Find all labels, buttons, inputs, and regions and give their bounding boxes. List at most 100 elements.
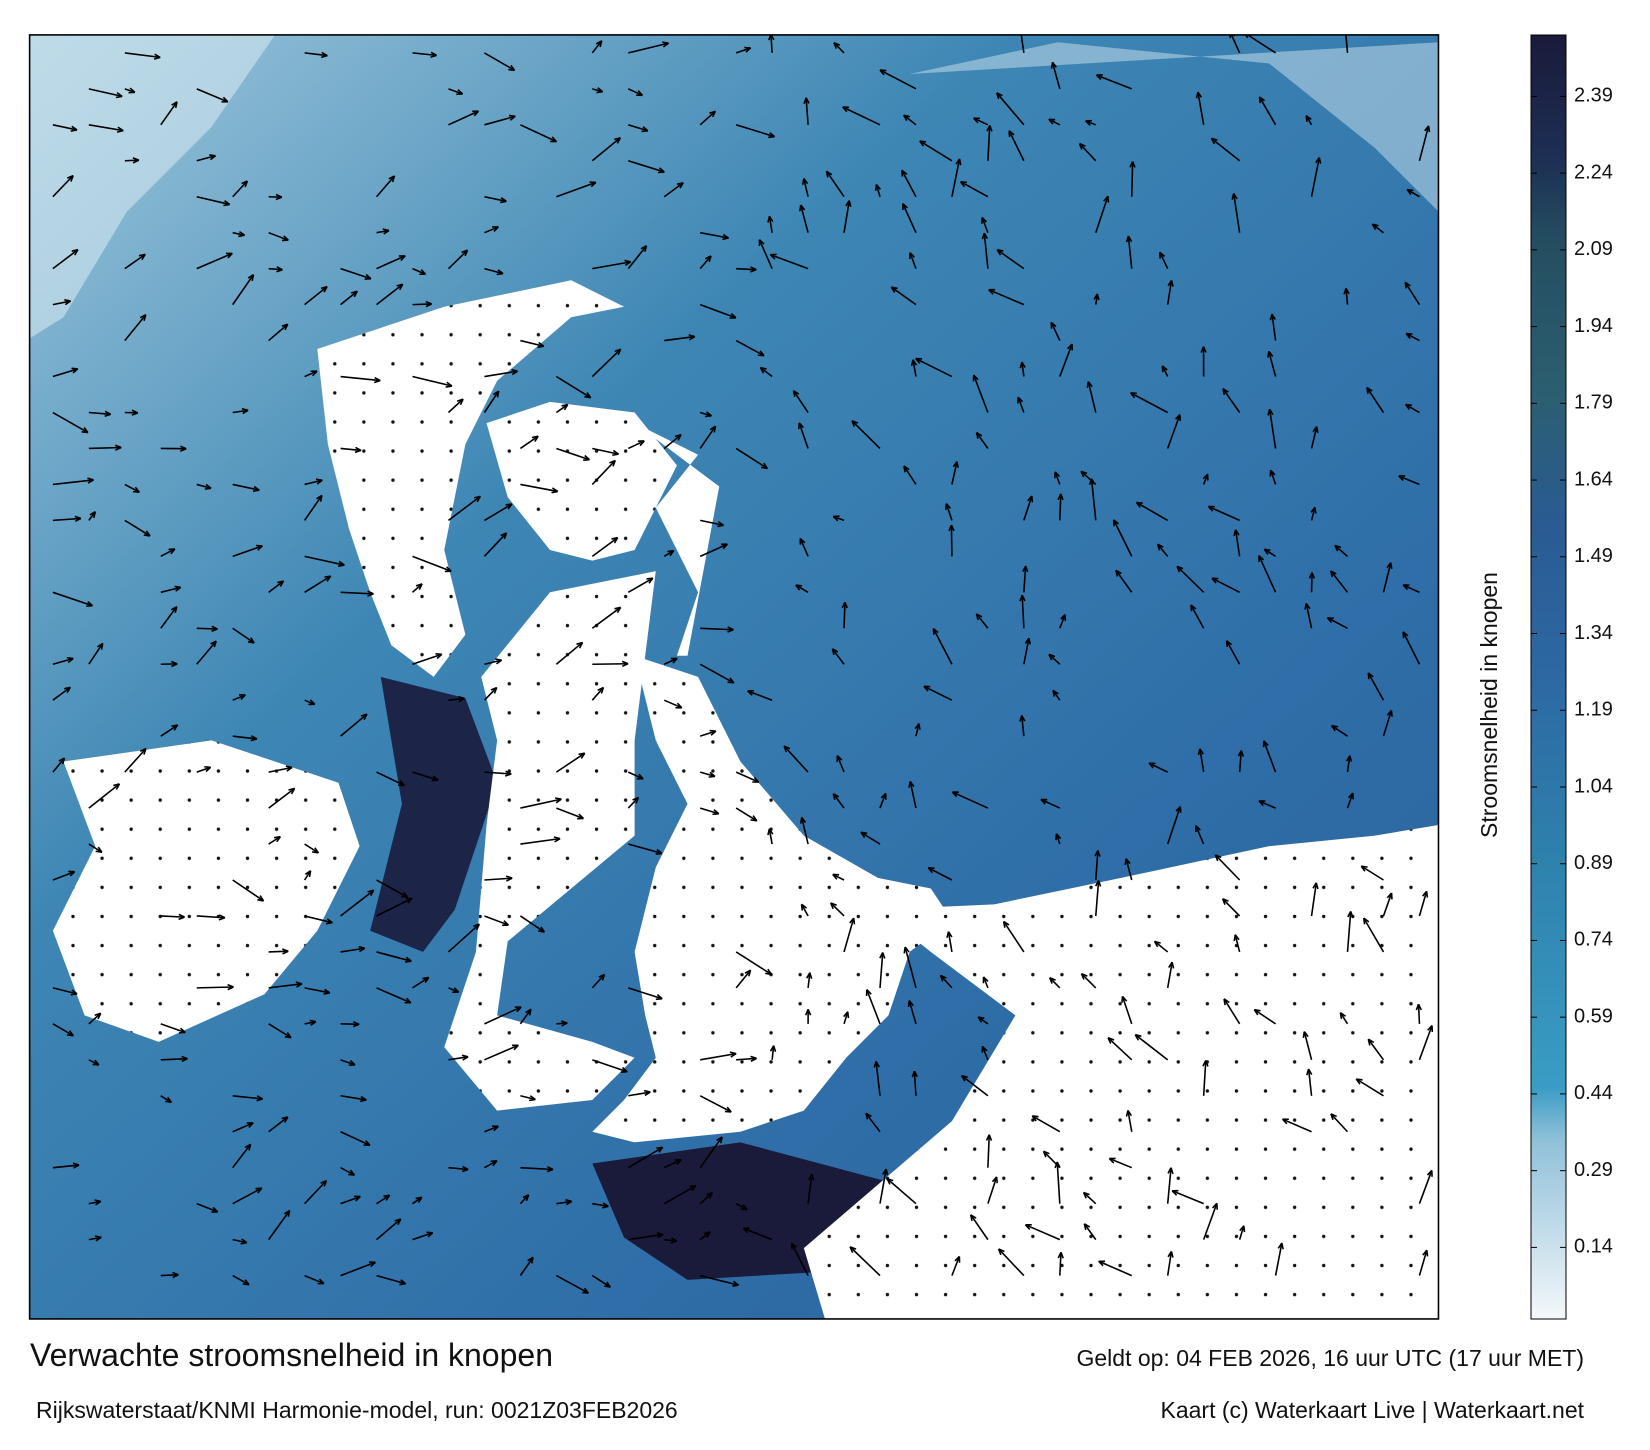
arrow-head <box>747 689 755 696</box>
arrow-head <box>1225 640 1233 648</box>
arrow <box>1225 640 1241 665</box>
colorbar-tick-label: 0.44 <box>1574 1082 1613 1104</box>
arrow <box>376 879 408 898</box>
arrow-head <box>688 334 696 341</box>
arrow-head <box>799 204 806 212</box>
arrow-head <box>132 157 140 164</box>
arrow-head <box>94 1199 102 1206</box>
arrow-head <box>256 1095 264 1102</box>
arrow <box>1405 332 1420 342</box>
arrow <box>1020 715 1025 737</box>
arrow <box>1405 403 1420 414</box>
arrow <box>663 1184 697 1205</box>
arrow-head <box>614 606 622 614</box>
arrow <box>664 1238 677 1242</box>
arrow <box>663 434 682 450</box>
arrow-head <box>430 51 437 58</box>
arrow <box>88 124 124 132</box>
arrow <box>304 370 318 378</box>
arrow-head <box>624 259 632 266</box>
arrow-head <box>997 1248 1005 1256</box>
arrow <box>232 1122 254 1133</box>
arrow-head <box>1057 1251 1064 1259</box>
arrow-head <box>323 988 331 995</box>
arrow-head <box>1262 740 1269 748</box>
arrow <box>699 110 716 126</box>
arrow-head <box>1049 976 1056 984</box>
arrow <box>743 1227 773 1241</box>
arrow <box>591 459 616 485</box>
arrow-head <box>1402 631 1409 639</box>
arrow <box>747 690 773 701</box>
arrow <box>1418 1249 1428 1276</box>
arrow-head <box>221 96 229 103</box>
arrow <box>792 390 809 413</box>
arrow-head <box>383 1194 391 1201</box>
arrow <box>340 591 374 595</box>
arrow <box>376 987 412 1004</box>
arrow <box>1096 74 1133 90</box>
arrow <box>555 375 592 399</box>
arrow-head <box>689 1184 697 1192</box>
arrow <box>52 657 74 665</box>
arrow <box>268 323 289 342</box>
arrow-head <box>1360 865 1368 872</box>
arrow <box>1222 388 1241 413</box>
arrow <box>1258 800 1276 809</box>
arrow-head <box>945 503 952 511</box>
arrow-head <box>1211 577 1219 584</box>
arrow <box>800 903 809 917</box>
arrow-head <box>179 445 187 452</box>
arrow <box>484 115 516 126</box>
arrow <box>232 274 255 306</box>
arrow-head <box>435 653 443 660</box>
arrow-head <box>394 1218 402 1226</box>
arrow <box>1017 396 1025 413</box>
arrow <box>340 375 381 382</box>
arrow <box>736 267 757 271</box>
arrow <box>699 730 717 737</box>
arrow-head <box>674 433 682 441</box>
arrow <box>1268 351 1277 377</box>
arrow <box>591 606 622 629</box>
arrow <box>1345 288 1349 305</box>
arrow-head <box>1426 1169 1433 1177</box>
arrow-head <box>657 167 665 174</box>
arrow-head <box>1125 235 1133 243</box>
arrow-head <box>1124 858 1131 866</box>
arrow-head <box>1258 800 1266 807</box>
arrow-head <box>178 913 185 921</box>
arrow <box>799 538 809 557</box>
arrow <box>1136 501 1169 522</box>
arrow <box>1054 471 1061 485</box>
arrow-head <box>637 440 645 447</box>
arrow-head <box>744 969 752 977</box>
arrow <box>627 796 639 809</box>
arrow-head <box>708 771 716 778</box>
colorbar-tick-label: 2.24 <box>1574 161 1613 183</box>
arrow-head <box>132 486 140 493</box>
arrow-head <box>505 875 513 882</box>
arrow <box>412 267 426 275</box>
arrow-head <box>1167 1167 1174 1175</box>
arrow <box>700 1052 737 1061</box>
arrow <box>1418 1170 1433 1204</box>
arrow-head <box>553 836 561 843</box>
arrow-head <box>70 989 78 996</box>
arrow-head <box>1050 61 1057 69</box>
arrow <box>988 288 1025 306</box>
arrow-head <box>399 1279 407 1286</box>
arrow <box>1079 143 1097 162</box>
arrow-head <box>656 1232 664 1239</box>
arrow-head <box>716 1136 723 1144</box>
arrow-head <box>1202 1060 1209 1067</box>
arrow-head <box>94 1235 102 1242</box>
arrow-head <box>325 918 333 925</box>
arrow-head <box>512 1044 519 1051</box>
colorbar-tick-label: 0.29 <box>1574 1159 1613 1181</box>
arrow <box>160 1095 172 1104</box>
arrow-head <box>977 1016 985 1023</box>
arrow-head <box>1355 1078 1363 1085</box>
arrow-head <box>1231 193 1238 200</box>
arrow <box>88 411 111 416</box>
